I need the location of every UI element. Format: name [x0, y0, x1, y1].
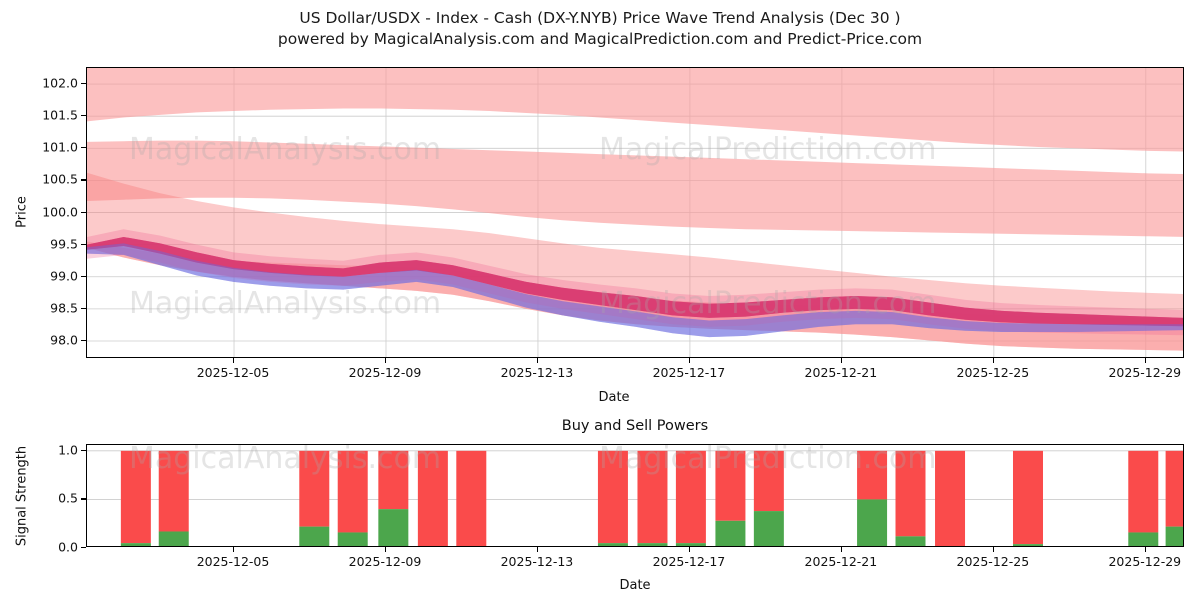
power-bar — [1165, 450, 1183, 546]
power-bar — [857, 450, 888, 546]
power-bar — [1012, 450, 1043, 546]
price-x-tick: 2025-12-21 — [804, 365, 878, 380]
price-x-tickmark — [992, 358, 995, 363]
price-chart-y-axis-title: Price — [14, 196, 30, 228]
powers-y-tick: 0.0 — [58, 539, 78, 555]
price-y-tickmark — [81, 275, 86, 277]
power-bar — [1128, 450, 1159, 546]
price-x-tickmark — [1144, 358, 1146, 363]
price-y-tickmark — [81, 83, 86, 85]
power-bar — [456, 450, 487, 546]
price-wave-chart-plot-area: MagicalAnalysis.com MagicalPrediction.co… — [86, 67, 1184, 358]
powers-y-tick: 0.5 — [58, 490, 78, 506]
price-y-tickmark — [81, 307, 86, 310]
power-bar — [675, 450, 706, 546]
powers-x-tickmark — [1144, 547, 1146, 552]
powers-x-tickmark — [384, 547, 387, 552]
powers-x-tickmark — [840, 547, 843, 552]
power-bar — [120, 450, 151, 546]
power-bar — [299, 450, 330, 546]
title-line-credits: powered by MagicalAnalysis.com and Magic… — [277, 30, 923, 48]
powers-y-tickmark — [81, 498, 86, 500]
power-bar — [715, 450, 746, 546]
price-x-tickmark — [233, 358, 235, 363]
price-y-tick: 101.0 — [42, 139, 78, 155]
price-x-tick: 2025-12-29 — [1108, 365, 1182, 380]
price-x-tickmark — [384, 358, 387, 363]
powers-x-tickmark — [536, 547, 539, 552]
price-y-tick: 102.0 — [42, 75, 78, 91]
powers-x-tickmark — [992, 547, 995, 552]
price-chart-x-axis-title: Date — [598, 390, 630, 405]
power-bar — [753, 450, 784, 546]
price-wave-svg — [87, 68, 1183, 357]
powers-x-tickmark — [233, 547, 235, 552]
powers-x-tick: 2025-12-05 — [196, 554, 270, 569]
powers-chart-y-axis-title: Signal Strength — [14, 445, 30, 547]
powers-y-tickmark — [81, 547, 86, 549]
price-y-tickmark — [81, 211, 86, 213]
powers-x-tick: 2025-12-21 — [804, 554, 878, 569]
power-bar — [597, 450, 628, 546]
price-y-tickmark — [81, 147, 86, 149]
power-bar — [158, 450, 189, 546]
price-y-tick: 98.5 — [50, 300, 78, 316]
power-bar — [337, 450, 368, 546]
price-x-tickmark — [688, 358, 691, 363]
powers-y-tickmark — [81, 449, 86, 452]
powers-x-tick: 2025-12-09 — [348, 554, 422, 569]
powers-chart-title: Buy and Sell Powers — [561, 418, 709, 434]
price-x-tick: 2025-12-13 — [500, 365, 574, 380]
power-bar — [935, 450, 966, 546]
title-line-primary: US Dollar/USDX - Index - Cash (DX-Y.NYB)… — [299, 9, 901, 27]
price-y-tickmark — [81, 179, 86, 181]
power-bar — [417, 450, 448, 546]
price-x-tickmark — [536, 358, 539, 363]
price-x-tickmark — [840, 358, 843, 363]
price-y-tickmark — [81, 340, 86, 342]
power-bar — [895, 450, 926, 546]
page-title: US Dollar/USDX - Index - Cash (DX-Y.NYB)… — [0, 8, 1200, 50]
powers-x-tick: 2025-12-17 — [652, 554, 726, 569]
price-x-tick: 2025-12-17 — [652, 365, 726, 380]
buy-sell-powers-svg — [87, 450, 1183, 546]
buy-sell-powers-plot-area: MagicalAnalysis.com MagicalPrediction.co… — [86, 444, 1184, 547]
powers-chart-x-axis-title: Date — [619, 578, 651, 593]
price-y-tickmark — [81, 115, 86, 117]
price-y-tick: 98.0 — [50, 332, 78, 348]
powers-x-tick: 2025-12-29 — [1108, 554, 1182, 569]
power-bar — [637, 450, 668, 546]
power-bar — [378, 450, 409, 546]
price-y-tick: 100.0 — [42, 204, 78, 220]
price-y-tick: 99.5 — [50, 236, 78, 252]
price-y-tick: 101.5 — [42, 107, 78, 123]
powers-x-tickmark — [688, 547, 691, 552]
powers-x-tick: 2025-12-25 — [956, 554, 1030, 569]
price-y-tickmark — [81, 243, 86, 245]
price-x-tick: 2025-12-05 — [196, 365, 270, 380]
price-x-tick: 2025-12-09 — [348, 365, 422, 380]
price-y-tick: 100.5 — [42, 171, 78, 187]
price-x-tick: 2025-12-25 — [956, 365, 1030, 380]
powers-y-tick: 1.0 — [58, 442, 78, 458]
price-y-tick: 99.0 — [50, 268, 78, 284]
powers-x-tick: 2025-12-13 — [500, 554, 574, 569]
